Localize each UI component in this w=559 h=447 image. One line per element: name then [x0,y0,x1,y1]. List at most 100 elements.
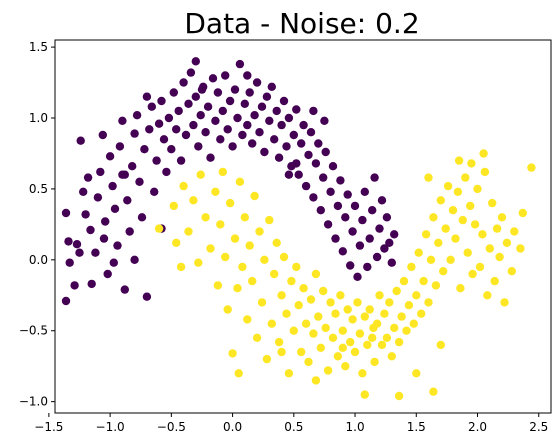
data-point [368,333,377,342]
data-point [353,298,362,307]
data-point [348,227,357,236]
data-point [250,111,259,120]
data-point [380,244,389,253]
data-point [404,301,414,310]
data-point [211,187,220,196]
data-point [328,162,338,171]
data-point [436,340,445,350]
data-point [277,291,286,300]
data-point [338,326,347,335]
data-point [346,261,355,270]
data-point [311,269,321,279]
data-point [223,125,232,134]
data-point [206,244,215,253]
data-point [191,57,200,66]
data-point [292,159,301,168]
data-point [458,215,467,225]
data-point [377,196,387,205]
data-point [282,309,291,318]
data-point [289,130,298,140]
data-point [243,315,252,324]
data-point [409,319,418,328]
data-point [176,156,186,165]
data-point [218,167,227,177]
data-point [145,125,154,134]
x-tick-label: 2.0 [468,420,487,434]
data-point [272,238,281,247]
data-point [223,305,232,314]
data-point [101,217,110,226]
data-point [429,387,438,396]
data-point [507,267,516,276]
data-point [289,326,298,335]
data-point [478,230,487,239]
data-point [128,162,137,171]
data-point [108,181,117,191]
data-point [103,269,112,279]
data-point [495,252,504,262]
data-point [142,92,152,101]
data-point [137,213,147,222]
data-point [323,366,333,375]
data-point [394,391,404,401]
data-point [130,255,139,264]
data-point [479,149,488,158]
data-point [306,295,316,304]
data-point [142,292,152,301]
data-point [61,208,71,218]
data-point [309,106,318,116]
data-point [424,298,433,307]
x-axis: −1.5 −1.0 −0.5 0.0 0.5 1.0 1.5 2.0 2.5 [34,413,548,434]
data-point [304,150,313,160]
data-point [294,170,303,179]
data-point [270,135,279,144]
x-tick-label: −0.5 [157,420,186,434]
data-point [72,240,82,249]
data-point [365,305,374,314]
data-point [64,237,73,246]
data-point [284,113,294,123]
data-point [79,187,88,196]
data-point [441,224,450,233]
data-point [417,309,426,318]
data-point [333,201,343,211]
data-point [140,145,149,154]
data-point [333,352,343,361]
data-point [262,354,272,364]
data-point [274,153,284,162]
y-tick-label: 0.5 [29,182,48,196]
data-point [284,369,294,378]
data-point [387,258,396,267]
data-point [454,156,464,165]
data-point [255,227,264,236]
data-point [272,106,281,116]
data-point [338,247,347,256]
data-point [270,269,279,279]
x-tick-label: −1.5 [34,420,63,434]
data-point [348,315,357,324]
data-point [169,201,178,211]
x-tick-label: 0.0 [223,420,242,434]
data-point [284,170,294,179]
data-point [172,125,181,134]
data-point [216,220,225,229]
data-point [194,258,203,267]
data-point [228,142,237,151]
data-point [70,281,79,290]
data-point [196,111,205,120]
data-point [480,167,490,177]
data-point [414,248,423,257]
data-point [179,181,188,191]
data-point [154,119,164,128]
data-point [225,198,235,208]
data-point [260,147,269,157]
data-point [87,279,96,289]
data-point [252,78,262,87]
data-point [147,102,156,111]
data-point [248,139,257,148]
data-point [260,255,269,264]
data-point [497,213,507,222]
data-point [245,241,254,250]
data-point [350,347,360,357]
axes-frame [54,39,552,414]
